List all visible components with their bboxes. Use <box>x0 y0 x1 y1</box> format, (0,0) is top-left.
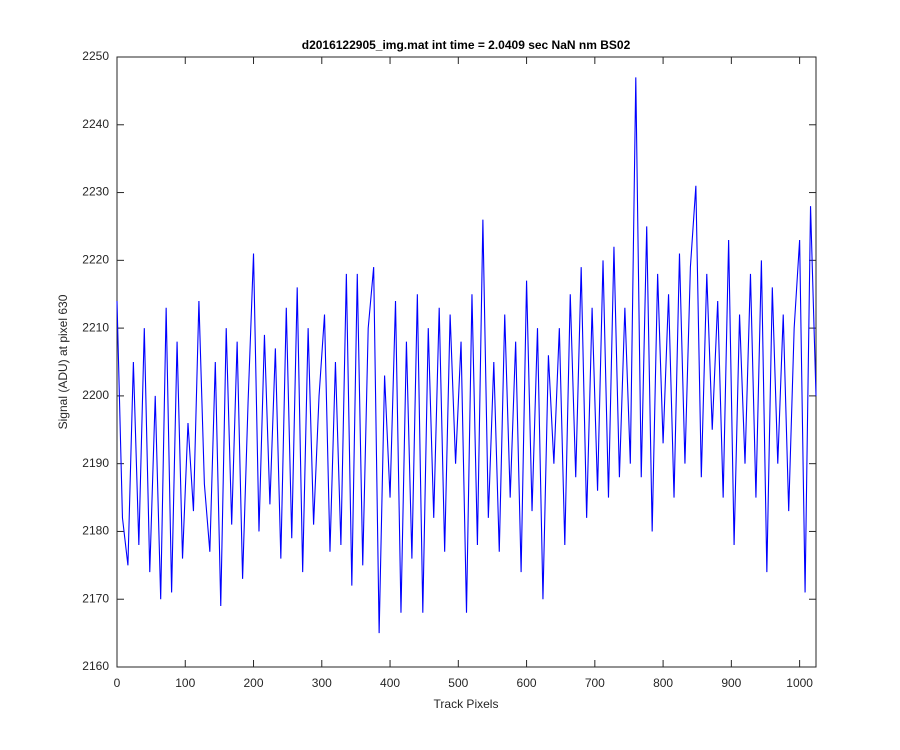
x-axis-label: Track Pixels <box>434 697 499 711</box>
x-tick-label: 600 <box>517 676 537 690</box>
y-tick-label: 2230 <box>82 185 109 199</box>
y-tick-label: 2160 <box>82 659 109 673</box>
y-tick-label: 2190 <box>82 456 109 470</box>
x-tick-label: 1000 <box>786 676 813 690</box>
y-tick-label: 2200 <box>82 388 109 402</box>
x-tick-label: 100 <box>175 676 195 690</box>
chart-title: d2016122905_img.mat int time = 2.0409 se… <box>302 38 631 52</box>
y-axis-label: Signal (ADU) at pixel 630 <box>56 294 70 429</box>
x-tick-label: 500 <box>448 676 468 690</box>
y-tick-label: 2250 <box>82 49 109 63</box>
data-line <box>116 77 817 634</box>
y-tick-label: 2240 <box>82 117 109 131</box>
x-tick-label: 300 <box>312 676 332 690</box>
x-tick-label: 400 <box>380 676 400 690</box>
x-tick-label: 0 <box>114 676 121 690</box>
x-tick-label: 700 <box>585 676 605 690</box>
y-tick-label: 2180 <box>82 524 109 538</box>
y-tick-label: 2220 <box>82 253 109 267</box>
x-tick-label: 200 <box>244 676 264 690</box>
x-tick-label: 800 <box>653 676 673 690</box>
y-tick-label: 2170 <box>82 591 109 605</box>
y-tick-label: 2210 <box>82 320 109 334</box>
x-tick-label: 900 <box>721 676 741 690</box>
